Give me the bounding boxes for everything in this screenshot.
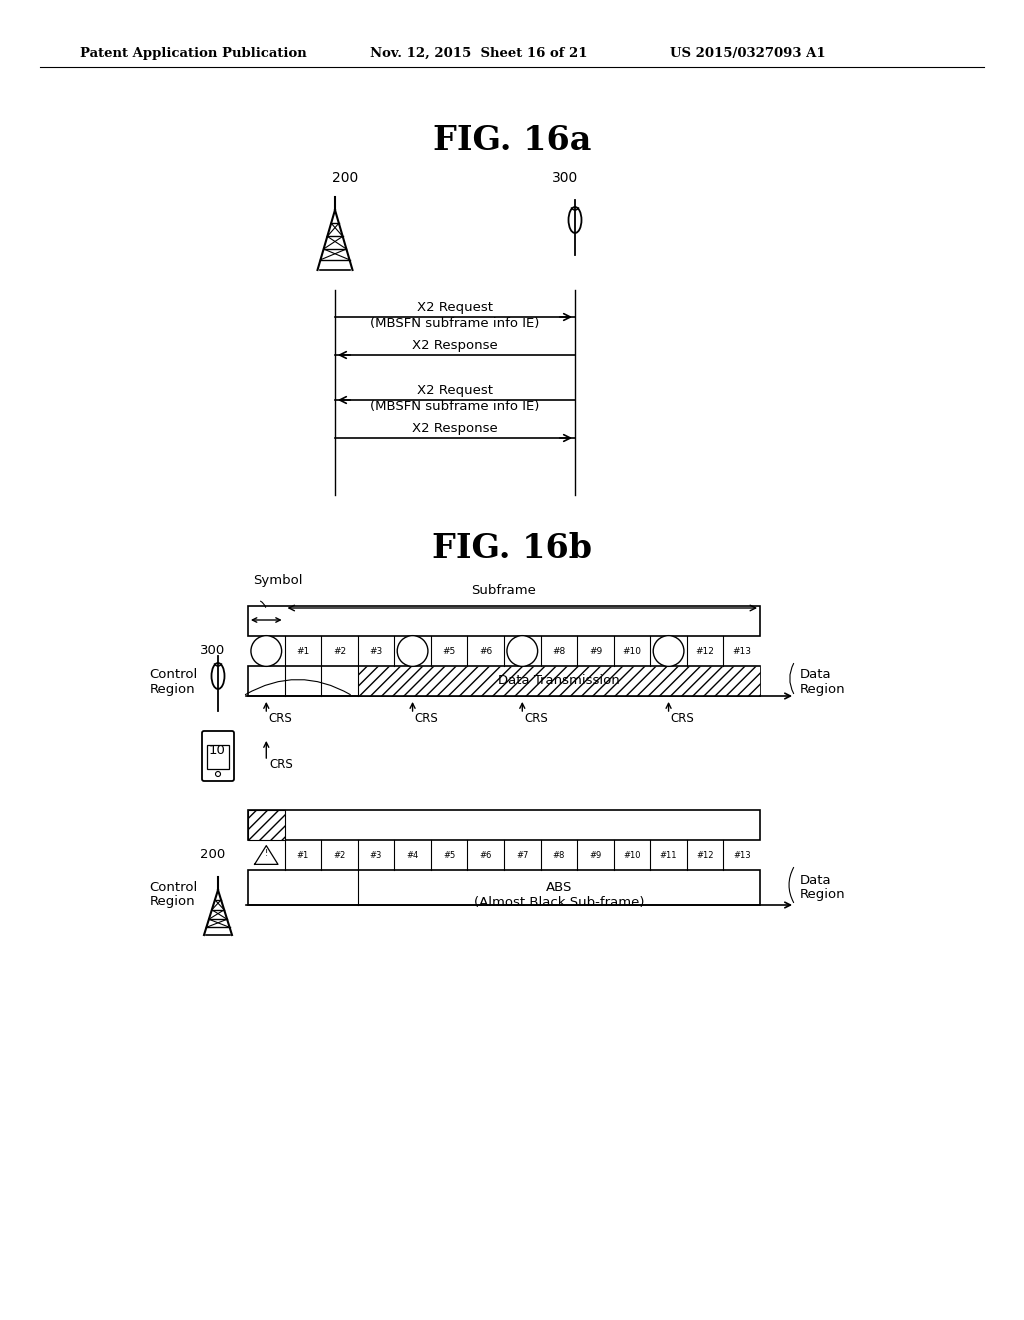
Bar [357,667,760,696]
Text: X2 Response: X2 Response [412,339,498,352]
Text: #2: #2 [333,647,346,656]
Text: #6: #6 [479,647,493,656]
Bar [248,810,285,840]
Text: #12: #12 [696,850,714,859]
Text: CRS: CRS [415,711,438,725]
Circle shape [507,636,538,667]
Text: 10: 10 [208,744,225,758]
Bar [248,606,760,636]
Text: #9: #9 [589,850,601,859]
Text: X2 Request: X2 Request [417,301,493,314]
Text: Data Transmission: Data Transmission [498,675,620,688]
Bar [248,870,760,906]
Text: Control: Control [148,668,198,681]
Text: FIG. 16b: FIG. 16b [432,532,592,565]
Text: #8: #8 [553,850,565,859]
Text: #8: #8 [552,647,565,656]
Circle shape [251,636,282,667]
Bar [248,810,760,840]
Text: #5: #5 [443,850,456,859]
Circle shape [653,636,684,667]
Text: Control: Control [148,880,198,894]
Text: #4: #4 [407,850,419,859]
Text: Region: Region [800,888,846,902]
Text: #1: #1 [297,850,309,859]
Text: #10: #10 [623,647,641,656]
Text: CRS: CRS [269,758,293,771]
Text: #9: #9 [589,647,602,656]
Circle shape [397,636,428,667]
Text: #6: #6 [479,850,492,859]
Text: Region: Region [151,682,196,696]
Text: 300: 300 [200,644,225,657]
Text: #5: #5 [442,647,456,656]
Text: Patent Application Publication: Patent Application Publication [80,46,307,59]
Text: Region: Region [151,895,196,908]
Text: Data: Data [800,874,831,887]
Bar [248,667,760,696]
Text: (MBSFN subframe info IE): (MBSFN subframe info IE) [371,317,540,330]
Text: FIG. 16a: FIG. 16a [433,124,591,157]
Text: #13: #13 [733,850,751,859]
Text: (MBSFN subframe info IE): (MBSFN subframe info IE) [371,400,540,413]
Text: #11: #11 [659,850,677,859]
Text: 300: 300 [552,172,578,185]
Text: #10: #10 [624,850,641,859]
Text: X2 Response: X2 Response [412,422,498,436]
Text: CRS: CRS [671,711,694,725]
Text: Subframe: Subframe [472,583,537,597]
Bar [207,744,229,770]
Text: !: ! [264,850,268,858]
Text: #13: #13 [732,647,752,656]
Text: US 2015/0327093 A1: US 2015/0327093 A1 [670,46,825,59]
Text: 200: 200 [332,172,358,185]
Text: 200: 200 [200,849,225,862]
Text: CRS: CRS [268,711,292,725]
Text: #2: #2 [333,850,345,859]
Text: #3: #3 [370,850,382,859]
Text: #12: #12 [695,647,715,656]
Text: Data: Data [800,668,831,681]
Text: Region: Region [800,682,846,696]
Text: Nov. 12, 2015  Sheet 16 of 21: Nov. 12, 2015 Sheet 16 of 21 [370,46,588,59]
Text: X2 Request: X2 Request [417,384,493,397]
Text: Symbol: Symbol [253,574,302,587]
Text: #1: #1 [296,647,309,656]
Text: CRS: CRS [524,711,548,725]
Text: #7: #7 [516,850,528,859]
Text: (Almost Black Sub-frame): (Almost Black Sub-frame) [474,896,644,909]
Text: ABS: ABS [546,880,572,894]
Text: #3: #3 [370,647,383,656]
